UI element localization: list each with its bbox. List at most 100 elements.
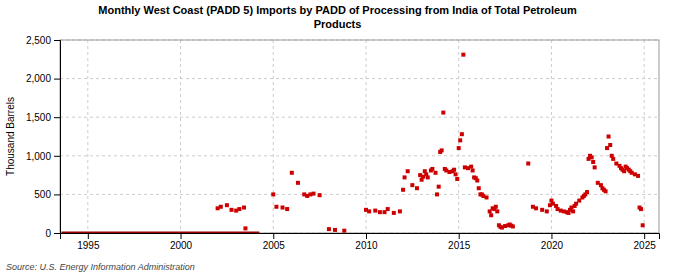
x-tick-label: 2015 (448, 240, 471, 251)
point (608, 143, 612, 147)
point (401, 188, 405, 192)
point (545, 209, 549, 213)
y-tick-mark (54, 117, 60, 118)
x-tick-mark (181, 233, 182, 239)
x-tick: 2000 (170, 233, 193, 251)
point (415, 186, 419, 190)
point (274, 205, 278, 209)
x-grid-line (458, 40, 459, 233)
point (455, 177, 459, 181)
y-tick-mark (54, 156, 60, 157)
point (342, 229, 346, 233)
plot-frame (60, 40, 659, 233)
point (461, 53, 465, 57)
y-axis: 0 500 1,000 1,500 2,000 2,500 (26, 35, 61, 239)
point (281, 206, 285, 210)
y-tick-label: 2,000 (26, 73, 51, 84)
point (469, 165, 473, 169)
x-tick-mark (551, 233, 552, 239)
point (489, 213, 493, 217)
point (333, 228, 337, 232)
point (378, 210, 382, 214)
point (534, 206, 538, 210)
point (430, 167, 434, 171)
x-tick: 2020 (541, 233, 564, 251)
point (434, 171, 438, 175)
line (62, 232, 260, 234)
point (219, 205, 223, 209)
y-tick-mark (54, 79, 60, 80)
point (452, 168, 456, 172)
y-tick: 2,000 (26, 73, 60, 84)
y-tick-mark (54, 233, 60, 234)
point (611, 157, 615, 161)
point (406, 169, 410, 173)
point (392, 211, 396, 215)
title: Monthly West Coast (PADD 5) Imports by P… (98, 4, 577, 30)
x-tick-label: 2000 (170, 240, 193, 251)
x-grid-line (87, 40, 88, 233)
point (485, 195, 489, 199)
x-axis-line (61, 234, 660, 240)
point (475, 179, 479, 183)
point (435, 192, 439, 196)
y-tick: 0 (45, 228, 60, 239)
x-grid-line (365, 40, 366, 233)
point (593, 165, 597, 169)
point (318, 193, 322, 197)
point (590, 155, 594, 159)
y-tick-mark (54, 194, 60, 195)
point (591, 160, 595, 164)
point (367, 209, 371, 213)
y-grid-line (60, 194, 659, 195)
point (477, 186, 481, 190)
point (271, 192, 275, 196)
point (540, 208, 544, 212)
point (398, 209, 402, 213)
x-grid-line (273, 40, 274, 233)
x-tick-mark (88, 233, 89, 239)
grid (60, 40, 659, 233)
y-grid-line (60, 78, 659, 79)
point (511, 224, 515, 228)
point (639, 207, 643, 211)
x-tick-mark (644, 233, 645, 239)
x-tick: 2025 (634, 233, 657, 251)
point (494, 205, 498, 209)
point (243, 226, 247, 230)
chart: 199520002005201020152020202505001,0001,5… (0, 0, 675, 275)
x-tick-label: 2005 (263, 240, 286, 251)
point (327, 227, 331, 231)
point (526, 162, 530, 166)
point (285, 207, 289, 211)
point (571, 209, 575, 213)
x-tick-mark (366, 233, 367, 239)
y-tick-label: 1,000 (26, 151, 51, 162)
point (440, 148, 444, 152)
y-tick-label: 1,500 (26, 112, 51, 123)
point (312, 192, 316, 196)
y-grid-line (60, 117, 659, 118)
y-tick-label: 500 (34, 189, 51, 200)
point (230, 208, 234, 212)
y-tick: 500 (34, 189, 60, 200)
point (242, 206, 246, 210)
x-tick: 2010 (355, 233, 378, 251)
point (607, 135, 611, 139)
x-tick: 2005 (263, 233, 286, 251)
point (457, 146, 461, 150)
point (426, 175, 430, 179)
point (225, 203, 229, 207)
point (636, 174, 640, 178)
y-tick-mark (54, 40, 60, 41)
point (296, 181, 300, 185)
point (460, 132, 464, 136)
point (237, 207, 241, 211)
x-tick-label: 2020 (541, 240, 564, 251)
x-grid-line (644, 40, 645, 233)
point (441, 111, 445, 115)
y-grid-line (60, 155, 659, 156)
y-tick-label: 0 (45, 228, 51, 239)
x-tick-mark (459, 233, 460, 239)
y-tick-label: 2,500 (26, 35, 51, 46)
